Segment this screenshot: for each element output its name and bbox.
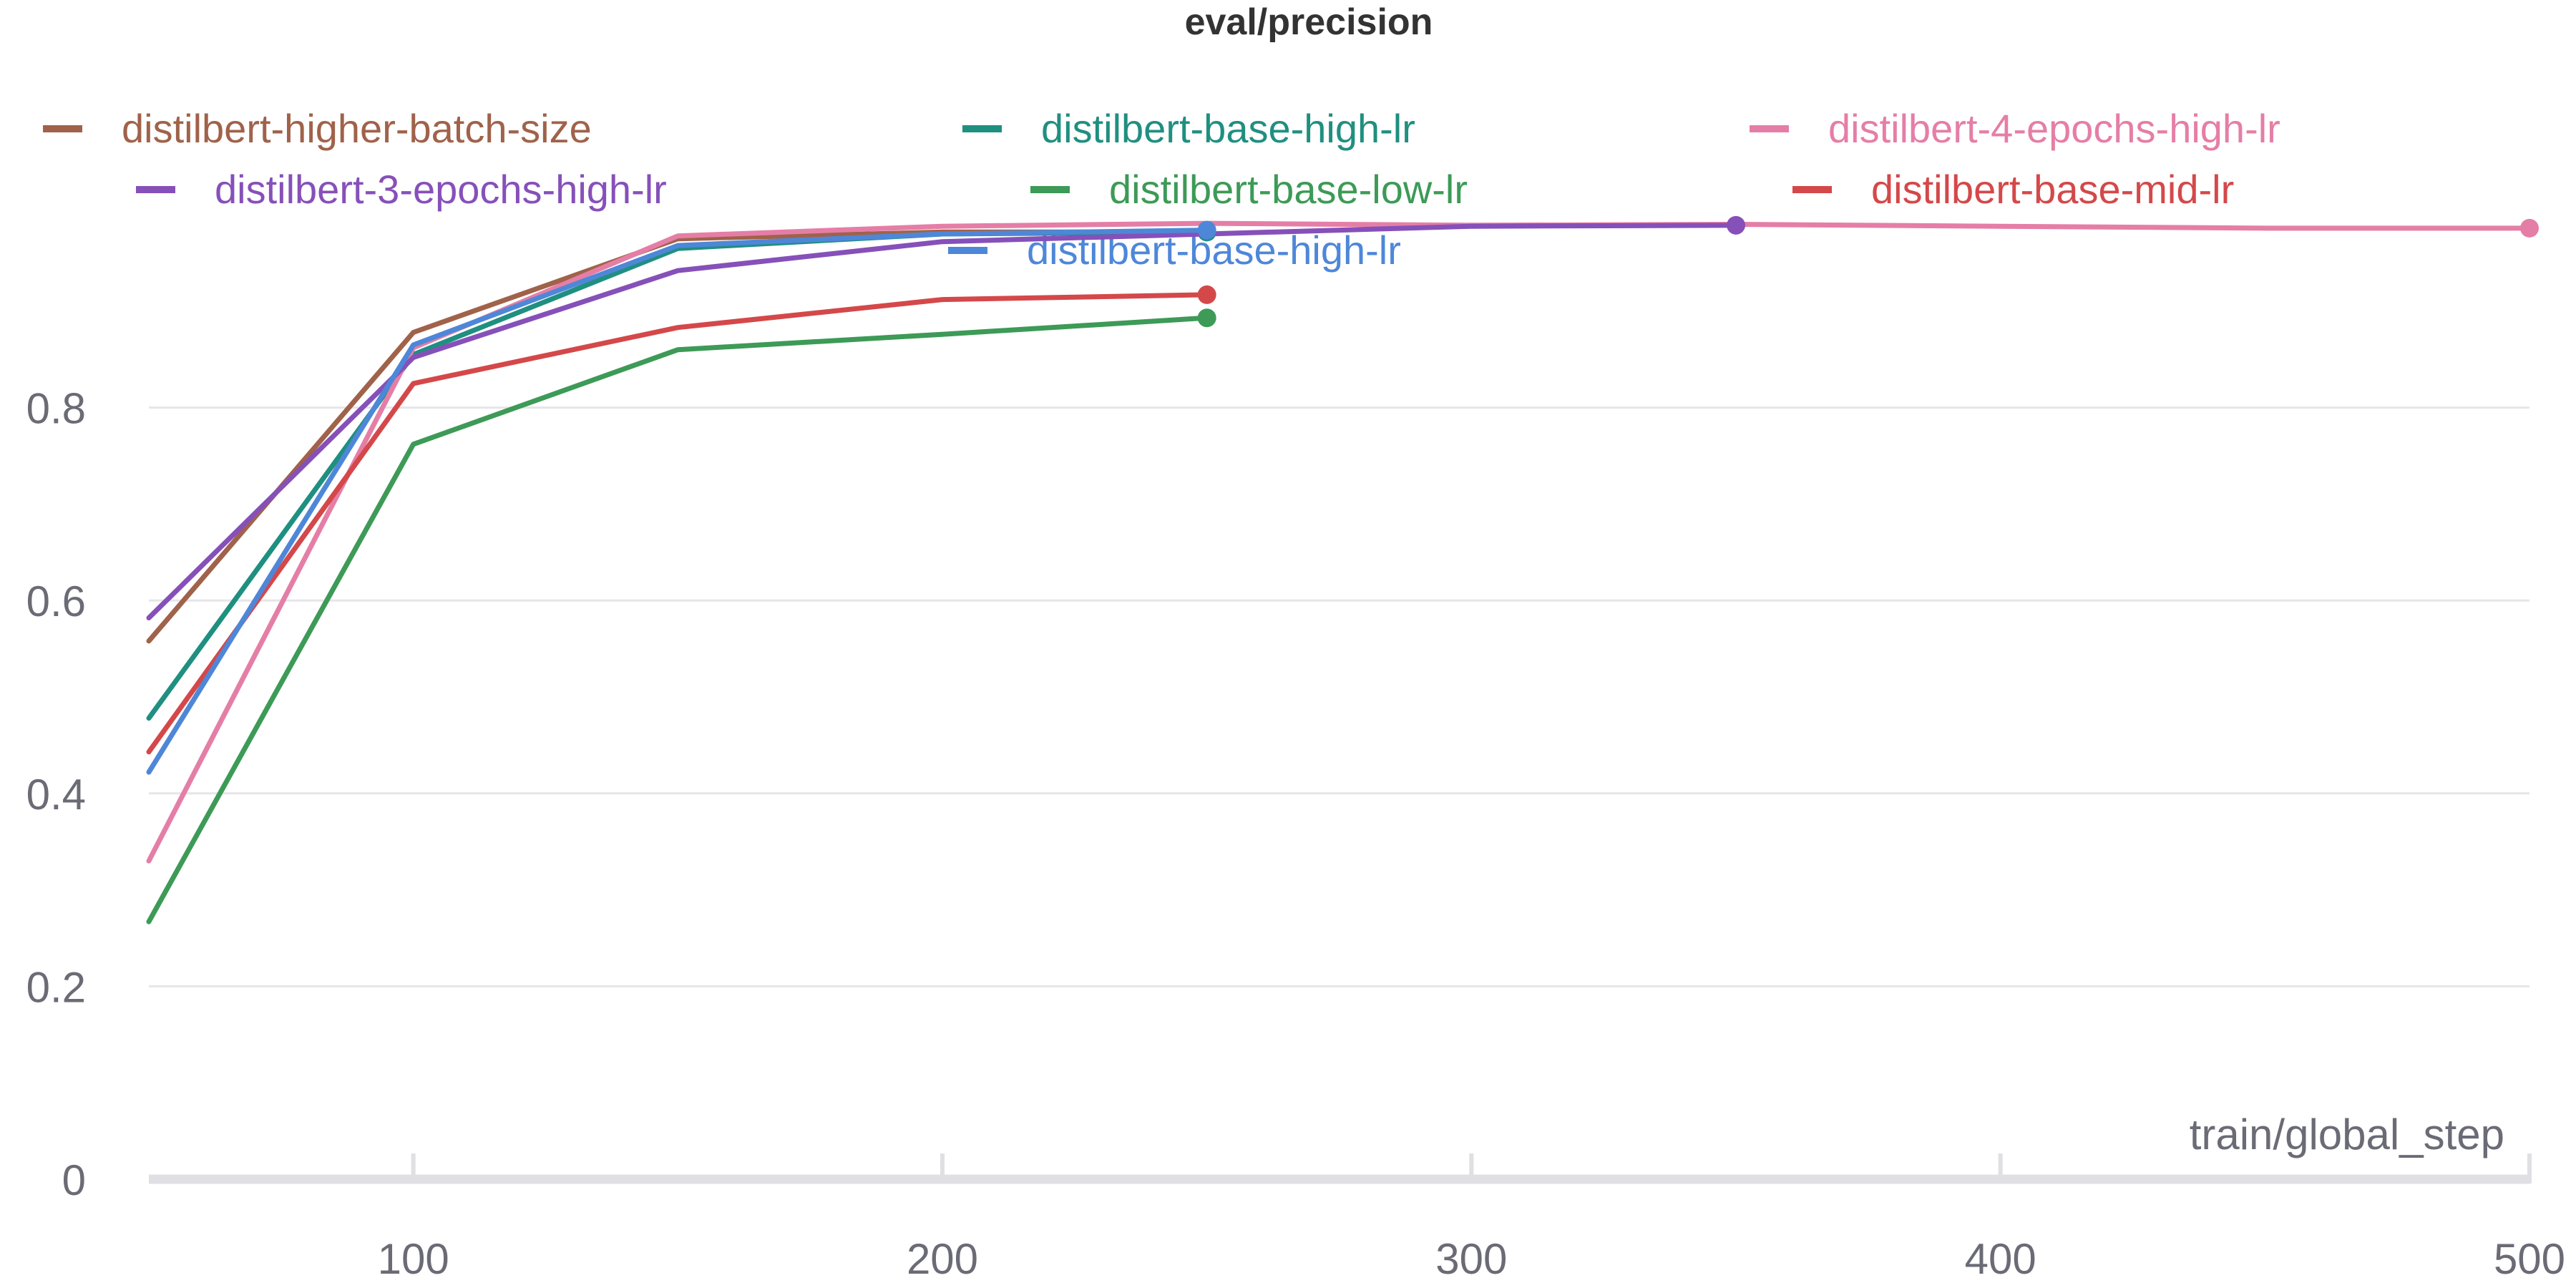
legend-label-5: distilbert-base-low-lr: [1109, 167, 1468, 212]
legend-label-4: distilbert-3-epochs-high-lr: [215, 167, 667, 212]
legend-label-6: distilbert-base-mid-lr: [1871, 167, 2234, 212]
y-tick-label: 0.8: [26, 385, 86, 433]
series-line-5: [146, 315, 1210, 924]
series-line-6: [146, 292, 1210, 755]
series-end-point-3: [2520, 218, 2539, 238]
y-tick-label: 0.2: [26, 963, 86, 1011]
legend-label-2: distilbert-base-high-lr: [1041, 106, 1415, 151]
series-lines: [146, 215, 2539, 924]
series-end-point-7: [1197, 220, 1216, 240]
legend: distilbert-higher-batch-size distilbert-b…: [43, 106, 2280, 273]
series-line-7: [146, 228, 1210, 775]
series-line-2: [146, 229, 1210, 721]
x-tick-label: 100: [378, 1235, 449, 1283]
y-tick-label: 0.4: [26, 771, 86, 819]
axes: 0 0.2 0.4 0.6 0.8 100 200 300 400 500: [26, 385, 2565, 1283]
x-tick-label: 200: [907, 1235, 978, 1283]
series-line-3: [146, 220, 2532, 864]
x-tick-label: 400: [1965, 1235, 2036, 1283]
legend-label-3: distilbert-4-epochs-high-lr: [1828, 106, 2280, 151]
chart-title: eval/precision: [1185, 1, 1433, 43]
series-end-point-4: [1727, 215, 1745, 235]
x-tick-label: 500: [2494, 1235, 2565, 1283]
y-tick-label: 0: [62, 1156, 86, 1204]
x-tick-label: 300: [1435, 1235, 1507, 1283]
series-line-1: [146, 229, 1210, 644]
series-end-point-6: [1197, 285, 1216, 304]
y-tick-label: 0.6: [26, 577, 86, 625]
legend-label-1: distilbert-higher-batch-size: [122, 106, 592, 151]
series-line-4: [146, 223, 1739, 620]
x-axis-label: train/global_step: [2190, 1111, 2504, 1158]
grid-lines: [149, 406, 2529, 987]
series-end-point-5: [1197, 308, 1216, 328]
